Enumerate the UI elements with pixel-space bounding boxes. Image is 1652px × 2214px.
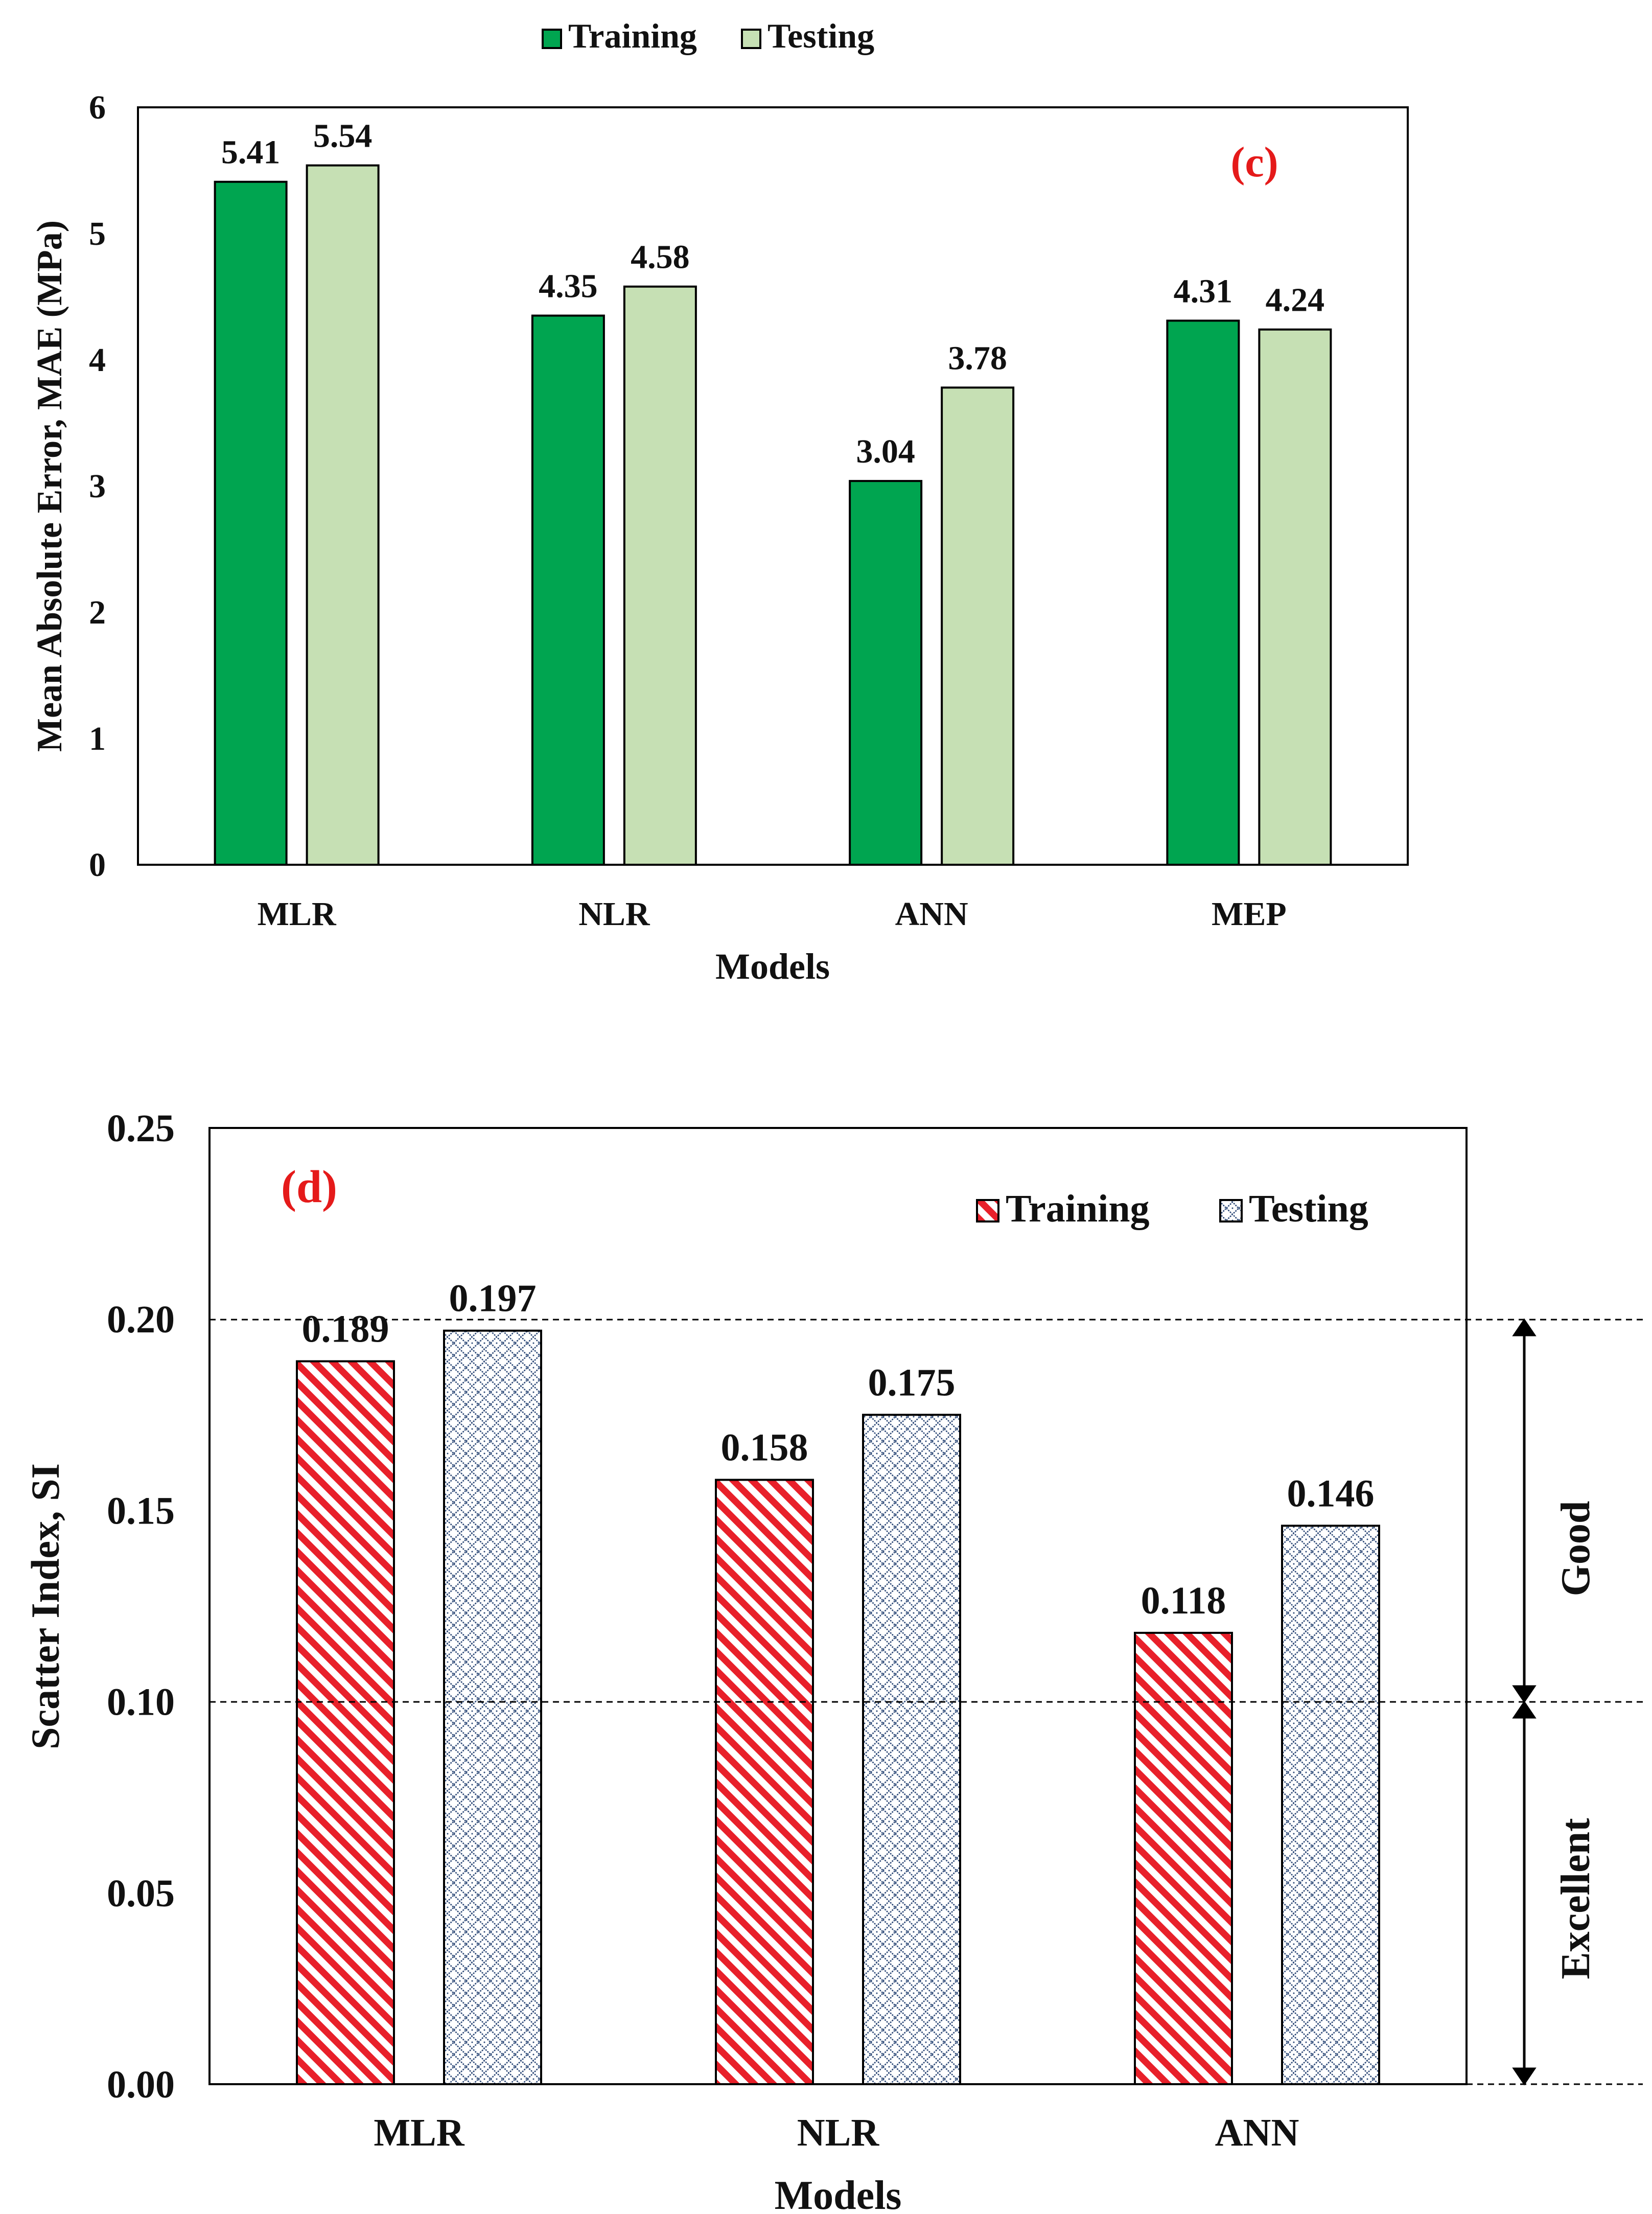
bar-c-value-label: 3.04	[856, 433, 915, 470]
bar-d-nlr-testing	[862, 1414, 961, 2085]
chart-d-y-axis: 0.00 0.05 0.10 0.15 0.20 0.25	[107, 1107, 175, 2106]
bar-d-value-label: 0.175	[868, 1361, 956, 1404]
chart-d-bars	[296, 1329, 1380, 2086]
chart-c: Training Testing (c) 5.41 5.54 4.35 4.58 3.0…	[30, 16, 1409, 987]
bar-c-nlr-testing	[623, 285, 697, 866]
bar-d-ann-training	[1134, 1631, 1233, 2085]
chart-c-x-axis: MLR NLR ANN MEP	[258, 895, 1287, 933]
legend-c-testing-swatch	[741, 29, 761, 49]
bar-c-mlr-testing	[306, 164, 380, 866]
chart-c-x-tick-label: MLR	[258, 895, 337, 933]
bar-c-mlr-training	[214, 180, 288, 866]
chart-c-plot-frame	[137, 106, 1409, 866]
chart-c-x-tick-label: ANN	[895, 895, 968, 933]
bar-c-value-label: 4.31	[1174, 272, 1233, 310]
legend-d-testing-swatch	[1219, 1199, 1243, 1223]
bar-c-value-label: 5.41	[221, 134, 281, 171]
legend-c: Training Testing	[542, 16, 874, 55]
chart-d-y-tick-label: 0.20	[107, 1298, 175, 1341]
bar-d-nlr-training	[715, 1479, 814, 2086]
chart-c-y-tick-label: 4	[89, 341, 106, 379]
chart-c-x-tick-label: MEP	[1212, 895, 1287, 933]
chart-d-x-tick-label: ANN	[1215, 2111, 1299, 2154]
bar-c-mep-training	[1166, 319, 1240, 866]
legend-d: Training Testing	[976, 1187, 1368, 1230]
legend-d-training-swatch	[976, 1199, 999, 1223]
bar-c-value-label: 4.58	[631, 239, 690, 276]
legend-c-training-swatch	[542, 29, 562, 49]
chart-c-bar-labels: 5.41 5.54 4.35 4.58 3.04 3.78 4.31 4.24	[221, 118, 1324, 471]
bar-d-value-label: 0.118	[1141, 1579, 1226, 1622]
legend-d-testing-label: Testing	[1249, 1187, 1368, 1230]
chart-c-x-axis-title: Models	[715, 946, 830, 987]
zone-good-label: Good	[1553, 1501, 1598, 1597]
chart-d-y-tick-label: 0.15	[107, 1489, 175, 1532]
chart-d-x-tick-label: MLR	[374, 2111, 464, 2154]
good-arrow-down-head	[1512, 1685, 1537, 1703]
chart-c-y-tick-label: 6	[89, 89, 106, 126]
bar-c-value-label: 4.24	[1266, 282, 1325, 319]
bar-c-nlr-training	[531, 314, 605, 866]
chart-c-y-tick-label: 1	[89, 720, 106, 757]
chart-c-y-tick-label: 0	[89, 846, 106, 884]
bar-d-value-label: 0.189	[302, 1308, 389, 1351]
bar-d-ann-testing	[1281, 1525, 1380, 2085]
chart-d-bar-labels: 0.189 0.197 0.158 0.175 0.118 0.146	[302, 1277, 1375, 1622]
panel-label-c: (c)	[1230, 139, 1278, 186]
legend-d-training-label: Training	[1006, 1187, 1150, 1230]
chart-d-plot-frame	[208, 1127, 1468, 2085]
bar-d-mlr-training	[296, 1360, 395, 2085]
chart-c-x-tick-label: NLR	[578, 895, 650, 933]
bar-d-mlr-testing	[443, 1329, 542, 2086]
bar-c-ann-testing	[941, 386, 1015, 866]
bar-c-value-label: 5.54	[313, 118, 373, 155]
good-arrow-up-head	[1512, 1318, 1537, 1336]
bar-c-value-label: 4.35	[539, 268, 598, 305]
chart-c-y-tick-label: 5	[89, 215, 106, 252]
zone-excellent-label: Excellent	[1553, 1818, 1598, 1979]
excellent-arrow-down-head	[1512, 2067, 1537, 2086]
bar-c-value-label: 3.78	[948, 339, 1007, 377]
chart-d-x-tick-label: NLR	[797, 2111, 880, 2154]
chart-c-y-axis: 0 1 2 3 4 5 6	[89, 89, 106, 884]
chart-c-y-tick-label: 3	[89, 468, 106, 505]
chart-d-y-tick-label: 0.10	[107, 1681, 175, 1724]
excellent-arrow-up-head	[1512, 1700, 1537, 1719]
chart-c-bars	[214, 164, 1332, 866]
chart-d-y-tick-label: 0.00	[107, 2063, 175, 2106]
legend-c-training-label: Training	[568, 16, 697, 55]
chart-d-y-axis-title: Scatter Index, SI	[23, 1463, 67, 1749]
bar-d-value-label: 0.197	[449, 1277, 537, 1320]
bar-c-mep-testing	[1258, 328, 1332, 866]
zone-arrows	[1512, 1318, 1537, 2086]
chart-c-y-axis-title: Mean Absolute Error, MAE (MPa)	[30, 220, 69, 752]
chart-d: 0.189 0.197 0.158 0.175 0.118 0.146 (d) Train…	[23, 1107, 1643, 2214]
bar-d-value-label: 0.146	[1287, 1472, 1375, 1515]
chart-d-x-axis-title: Models	[775, 2173, 902, 2214]
chart-d-x-axis: MLR NLR ANN	[374, 2111, 1299, 2154]
chart-d-y-tick-label: 0.25	[107, 1107, 175, 1150]
legend-c-testing-label: Testing	[767, 16, 874, 55]
bar-d-value-label: 0.158	[721, 1426, 808, 1469]
chart-c-y-tick-label: 2	[89, 594, 106, 631]
panel-label-d: (d)	[281, 1162, 337, 1212]
bar-c-ann-training	[849, 480, 923, 866]
chart-d-y-tick-label: 0.05	[107, 1872, 175, 1915]
